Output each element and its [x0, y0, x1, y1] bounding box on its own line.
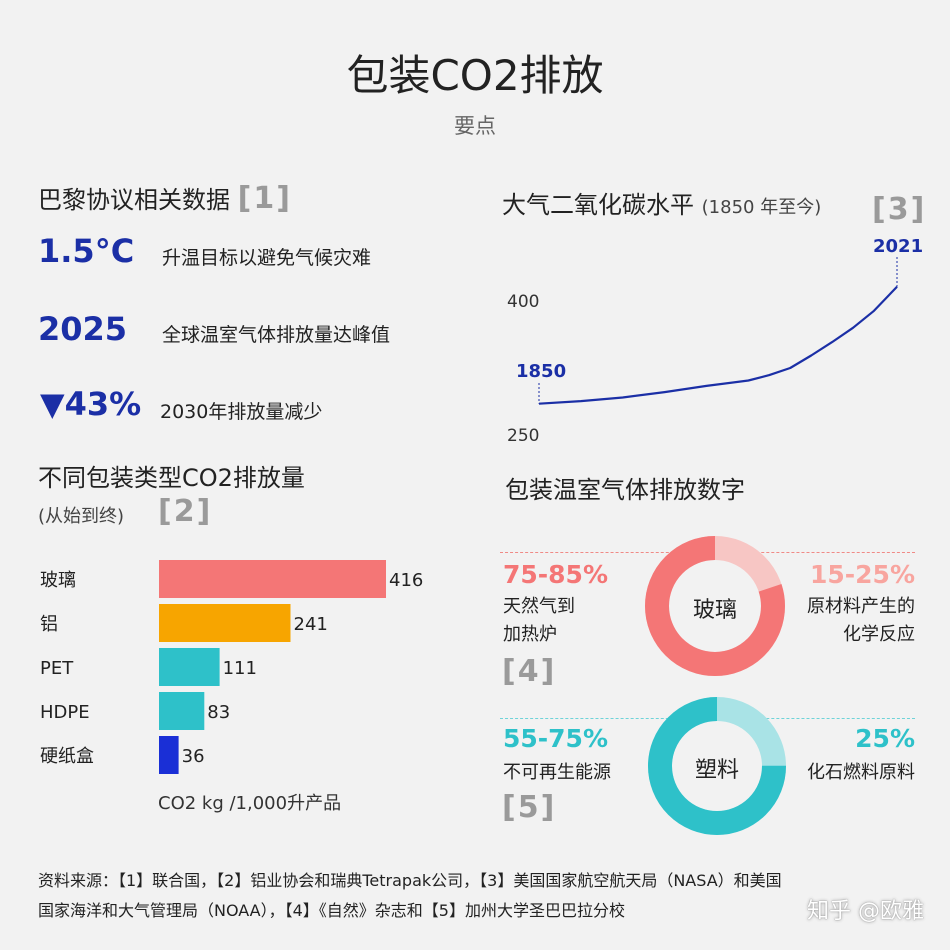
- glass-right-desc: 原材料产生的 化学反应: [775, 593, 915, 649]
- stat-temperature-value: 1.5°C: [38, 232, 135, 270]
- watermark: 知乎 @欧雅: [807, 899, 924, 924]
- glass-donut-label: 玻璃: [692, 598, 737, 623]
- plastic-donut-label: 塑料: [694, 758, 739, 783]
- bar-value-label: 241: [294, 614, 328, 635]
- start-year-label: 1850: [516, 361, 566, 382]
- end-year-label: 2021: [873, 236, 923, 257]
- paris-section-title: 巴黎协议相关数据 [1]: [38, 180, 292, 216]
- category-label: 玻璃: [40, 570, 76, 591]
- category-label: 铝: [40, 614, 58, 635]
- y-tick-label: 400: [507, 292, 539, 312]
- packaging-section-title: 不同包装类型CO2排放量: [38, 464, 305, 492]
- paris-title-text: 巴黎协议相关数据: [38, 186, 230, 214]
- glass-left-pct: 75-85%: [503, 560, 609, 589]
- sources-footnote: 资料来源：【1】联合国，【2】铝业协会和瑞典Tetrapak公司，【3】美国国家…: [38, 866, 918, 926]
- plastic-right-desc: 化石燃料原料: [775, 759, 915, 787]
- stat-reduction-desc: 2030年排放量减少: [160, 401, 323, 423]
- sources-line-1: 资料来源：【1】联合国，【2】铝业协会和瑞典Tetrapak公司，【3】美国国家…: [38, 871, 782, 890]
- packaging-unit-label: CO2 kg /1,000升产品: [158, 793, 342, 814]
- plastic-right-pct: 25%: [855, 724, 915, 753]
- stat-temperature-desc: 升温目标以避免气候灾难: [162, 247, 372, 269]
- glass-donut: [645, 536, 785, 676]
- bar-value-label: 111: [223, 658, 257, 679]
- co2-chart-title-main: 大气二氧化碳水平: [502, 191, 694, 219]
- bar-value-label: 416: [389, 570, 423, 591]
- bar-2: [159, 648, 220, 686]
- plastic-left-pct: 55-75%: [503, 724, 609, 753]
- paris-ref: [1]: [237, 181, 292, 216]
- bar-4: [159, 736, 179, 774]
- donut-major-segment: [645, 536, 785, 676]
- bar-value-label: 36: [182, 746, 205, 767]
- glass-right-pct: 15-25%: [809, 560, 915, 589]
- page-title: 包装CO2排放: [346, 51, 604, 100]
- co2-chart-title: 大气二氧化碳水平 (1850 年至今): [502, 185, 821, 220]
- co2-chart-range: (1850 年至今): [701, 197, 822, 218]
- page-subtitle: 要点: [454, 114, 496, 138]
- sources-line-2: 国家海洋和大气管理局（NOAA），【4】《自然》杂志和【5】加州大学圣巴巴拉分校: [38, 901, 625, 920]
- bar-0: [159, 560, 386, 598]
- stat-reduction-value: ▼43%: [40, 385, 142, 423]
- glass-right-desc-line: 原材料产生的: [807, 596, 915, 617]
- plastic-left-desc: 不可再生能源: [503, 759, 611, 787]
- packaging-bar-chart: 玻璃 416 铝 241 PET 111 HDPE 83 硬纸盒 36: [40, 560, 423, 774]
- category-label: HDPE: [40, 702, 90, 723]
- glass-left-desc-line: 加热炉: [503, 624, 557, 645]
- glass-left-desc: 天然气到 加热炉: [503, 593, 575, 649]
- bar-3: [159, 692, 205, 730]
- co2-series-line: [538, 285, 898, 405]
- plastic-ref: [5]: [502, 790, 557, 825]
- ghg-section-title: 包装温室气体排放数字: [505, 476, 745, 504]
- glass-ref: [4]: [502, 654, 557, 689]
- stat-peak-year-value: 2025: [38, 310, 128, 348]
- stat-peak-year-desc: 全球温室气体排放量达峰值: [162, 324, 391, 346]
- packaging-ref: [2]: [158, 494, 213, 529]
- bar-1: [159, 604, 291, 642]
- plastic-donut: [648, 697, 786, 835]
- category-label: 硬纸盒: [40, 746, 94, 767]
- co2-chart-ref: [3]: [872, 192, 927, 227]
- y-tick-label: 250: [507, 426, 539, 446]
- category-label: PET: [40, 658, 74, 679]
- packaging-subtitle: (从始到终): [38, 506, 125, 527]
- plastic-left-desc-line: 不可再生能源: [503, 762, 611, 783]
- co2-line-chart: 400 250 1850 2021: [507, 236, 923, 446]
- glass-right-desc-line: 化学反应: [843, 624, 915, 645]
- glass-left-desc-line: 天然气到: [503, 596, 575, 617]
- bar-value-label: 83: [207, 702, 230, 723]
- donut-major-segment: [648, 697, 786, 835]
- plastic-right-desc-line: 化石燃料原料: [807, 762, 915, 783]
